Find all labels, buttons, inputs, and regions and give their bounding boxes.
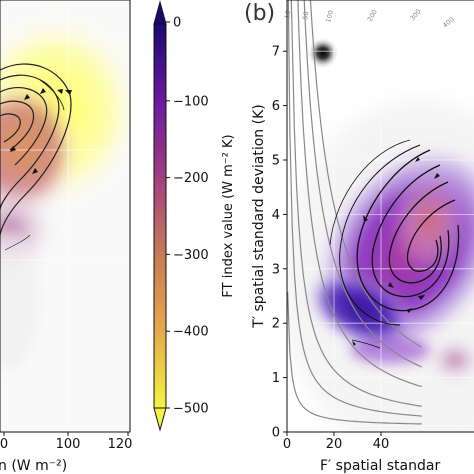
panel-b-streamlines [329, 139, 460, 349]
panel-b-ytick-label: 2 [272, 317, 280, 332]
contour-label-50: 50 [301, 11, 310, 21]
panel-b-ytick-label: 3 [272, 262, 280, 277]
panel-a-heatmap [0, 0, 130, 432]
panel-b-ytick-label: 0 [272, 426, 280, 441]
panel-b-ytick-label: 4 [272, 208, 280, 223]
panel-b-grid [287, 0, 474, 432]
panel-b-arrowheads [352, 157, 440, 346]
panel-b-ticks: 0 1 2 3 4 5 6 7 0 20 40 [272, 45, 390, 452]
contour-line [303, 0, 422, 368]
colorbar-extend-top [153, 0, 167, 25]
colorbar-tick-label: −300 [173, 248, 209, 263]
colorbar: 0 −100 −200 −300 −400 −500 FT index value (W … [153, 0, 236, 432]
panel-a-xtick-100: 100 [56, 437, 81, 452]
panel-b-xtick-label: 20 [326, 437, 343, 452]
panel-a-xtick-0: 0 [0, 437, 8, 452]
colorbar-tick-label: −500 [173, 402, 209, 417]
panel-b-heatmap [287, 0, 474, 432]
colorbar-tick-label: −200 [173, 171, 209, 186]
panel-b-ytick-label: 1 [272, 371, 280, 386]
colorbar-tick-label: 0 [173, 16, 181, 31]
colorbar-bar [153, 23, 167, 409]
panel-b-xtick-label: 40 [373, 437, 390, 452]
panel-b-label: (b) [244, 1, 275, 26]
contour-line [309, 0, 422, 348]
contour-line [290, 0, 422, 407]
colorbar-tick-label: −100 [173, 94, 209, 109]
panel-b-xtick-label: 0 [283, 437, 291, 452]
panel-a-arrowheads [10, 88, 72, 174]
contour-label-100: 100 [324, 9, 335, 23]
panel-a: 0 100 120 n (W m⁻²) [0, 0, 133, 474]
panel-a-xtick-120: 120 [108, 437, 133, 452]
panel-a-streamlines [0, 63, 72, 251]
colorbar-ticks: 0 −100 −200 −300 −400 −500 [166, 16, 209, 417]
panel-b-xlabel: F′ spatial standar [320, 458, 440, 474]
panel-b-ylabel: T′ spatial standard deviation (K) [251, 104, 267, 328]
contour-line [287, 292, 422, 425]
contour-line [297, 0, 422, 388]
colorbar-tick-label: −400 [173, 325, 209, 340]
contour-label-10: 10 [283, 10, 292, 20]
panel-b-ytick-label: 7 [272, 45, 280, 60]
panel-b-ytick-label: 6 [272, 99, 280, 114]
contour-line [287, 0, 422, 417]
panel-a-xlabel: n (W m⁻²) [0, 458, 67, 474]
colorbar-extend-bottom [153, 407, 167, 432]
colorbar-label: FT index value (W m⁻² K) [221, 134, 236, 297]
panel-b-contours [287, 0, 422, 425]
panel-b-ytick-label: 5 [272, 154, 280, 169]
